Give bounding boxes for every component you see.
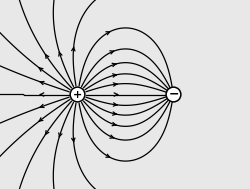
Circle shape <box>70 87 84 102</box>
Text: +: + <box>72 90 82 99</box>
Circle shape <box>166 87 180 102</box>
Text: −: − <box>168 88 178 101</box>
